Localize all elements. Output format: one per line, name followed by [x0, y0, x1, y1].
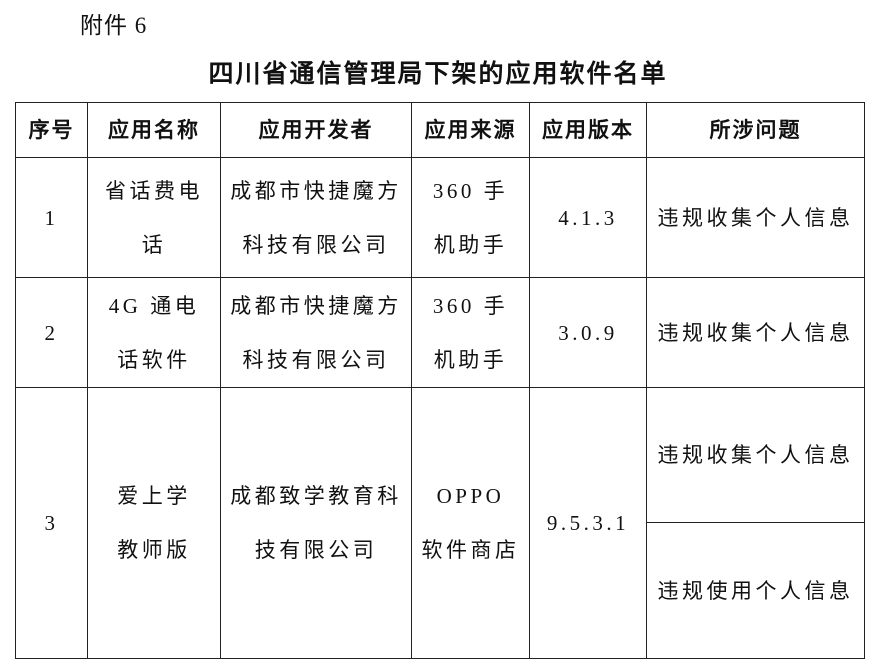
cell-developer: 成都市快捷魔方科技有限公司: [220, 277, 412, 388]
cell-name: 省话费电话: [87, 157, 221, 278]
developer: 成都致学教育科技有限公司: [230, 484, 402, 562]
app-list-table: 序号 应用名称 应用开发者 应用来源 应用版本 所涉问题 1 省话费电话 成都市…: [15, 102, 865, 659]
cell-name: 4G 通电话软件: [87, 277, 221, 388]
header-developer: 应用开发者: [220, 102, 412, 158]
header-issue: 所涉问题: [646, 102, 865, 158]
cell-version: 4.1.3: [529, 157, 647, 278]
header-no: 序号: [15, 102, 88, 158]
cell-source: 360 手机助手: [411, 157, 530, 278]
source: OPPO 软件商店: [421, 484, 520, 562]
source: 360 手机助手: [432, 178, 509, 257]
developer: 成都市快捷魔方科技有限公司: [230, 178, 402, 257]
cell-developer: 成都致学教育科技有限公司: [220, 387, 412, 659]
header-row: 序号 应用名称 应用开发者 应用来源 应用版本 所涉问题: [15, 102, 865, 158]
cell-name: 爱上学教师版: [87, 387, 221, 659]
table-row: 2 4G 通电话软件 成都市快捷魔方科技有限公司 360 手机助手 3.0.9 …: [15, 277, 865, 388]
table-row: 1 省话费电话 成都市快捷魔方科技有限公司 360 手机助手 4.1.3 违规收…: [15, 157, 865, 278]
cell-issue: 违规收集个人信息: [646, 387, 865, 523]
header-version: 应用版本: [529, 102, 647, 158]
cell-no: 3: [15, 387, 88, 659]
cell-version: 3.0.9: [529, 277, 647, 388]
developer: 成都市快捷魔方科技有限公司: [230, 293, 402, 372]
cell-issue: 违规使用个人信息: [646, 522, 865, 659]
header-source: 应用来源: [411, 102, 530, 158]
cell-source: OPPO 软件商店: [411, 387, 530, 659]
source: 360 手机助手: [432, 293, 509, 372]
cell-issue: 违规收集个人信息: [646, 157, 865, 278]
cell-issue: 违规收集个人信息: [646, 277, 865, 388]
cell-no: 2: [15, 277, 88, 388]
cell-developer: 成都市快捷魔方科技有限公司: [220, 157, 412, 278]
app-name: 爱上学教师版: [117, 484, 191, 562]
cell-source: 360 手机助手: [411, 277, 530, 388]
cell-version: 9.5.3.1: [529, 387, 647, 659]
cell-no: 1: [15, 157, 88, 278]
table-row: 违规使用个人信息: [16, 522, 865, 659]
app-name: 省话费电话: [105, 178, 203, 257]
document-title: 四川省通信管理局下架的应用软件名单: [208, 61, 668, 88]
header-name: 应用名称: [87, 102, 221, 158]
table-row: 3 爱上学教师版 成都致学教育科技有限公司 OPPO 软件商店 9.5.3.1 …: [15, 387, 865, 659]
attachment-label: 附件 6: [80, 13, 148, 38]
app-name: 4G 通电话软件: [108, 293, 200, 372]
